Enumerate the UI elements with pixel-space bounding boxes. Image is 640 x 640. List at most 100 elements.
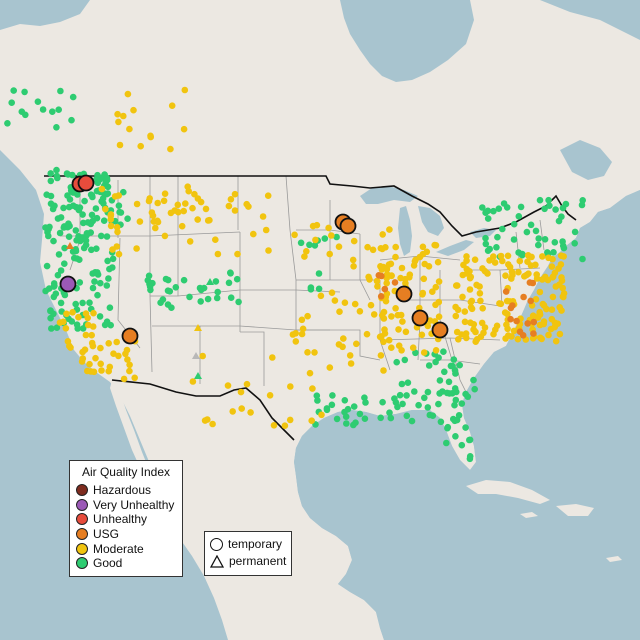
moderate-marker (399, 318, 406, 325)
usg-marker (381, 285, 389, 293)
moderate-marker (497, 252, 505, 260)
moderate-marker (306, 369, 314, 377)
moderate-marker (380, 367, 387, 374)
legend-item-permanent: permanent (205, 553, 291, 569)
moderate-marker (107, 222, 115, 230)
moderate-marker (419, 289, 427, 297)
moderate-marker (386, 226, 393, 233)
good-marker (436, 377, 444, 384)
good-marker (68, 116, 75, 124)
highlight-marker (77, 174, 95, 192)
moderate-marker (124, 356, 131, 363)
good-marker (315, 285, 323, 293)
good-marker (73, 255, 81, 262)
good-marker (466, 436, 474, 444)
moderate-marker (425, 263, 433, 270)
moderate-marker (402, 328, 410, 336)
moderate-marker (398, 347, 405, 354)
usg-marker (377, 293, 385, 300)
good-marker (235, 298, 242, 306)
highlight-marker (59, 275, 77, 293)
moderate-marker (214, 250, 222, 258)
station-markers (4, 86, 586, 463)
good-marker (54, 215, 62, 222)
moderate-marker (505, 332, 512, 339)
moderate-marker (259, 213, 267, 220)
good-marker (91, 278, 98, 285)
good-marker (204, 295, 212, 303)
good-marker (48, 325, 55, 332)
good-marker (352, 419, 359, 427)
moderate-marker (126, 361, 133, 369)
good-marker (186, 293, 193, 301)
moderate-marker (378, 266, 386, 273)
good-marker (81, 197, 88, 205)
moderate-marker (304, 312, 311, 320)
moderate-marker (350, 237, 358, 245)
good-marker (452, 433, 459, 440)
good-marker (424, 388, 432, 396)
good-marker (450, 356, 458, 363)
highlight-marker (395, 285, 413, 303)
good-marker (76, 237, 84, 245)
moderate-marker (558, 274, 565, 281)
moderate-marker (476, 290, 484, 297)
moderate-marker (89, 323, 97, 330)
moderate-marker (502, 272, 509, 280)
usg-marker (526, 279, 534, 286)
good-marker (362, 399, 369, 406)
usg-marker (519, 332, 527, 339)
good-marker (503, 204, 511, 211)
moderate-marker (429, 288, 436, 296)
good-marker (117, 209, 125, 216)
good-marker (84, 219, 92, 226)
moderate-marker (388, 313, 395, 320)
moderate-marker (503, 321, 510, 329)
good-marker (65, 220, 72, 227)
moderate-marker (388, 344, 395, 352)
good-marker (76, 279, 84, 286)
good-marker (21, 88, 28, 96)
good-marker (57, 87, 64, 95)
moderate-marker (432, 283, 440, 291)
good-marker (88, 246, 95, 254)
good-marker (213, 294, 221, 302)
lake-michigan (398, 206, 412, 256)
good-marker (109, 255, 117, 263)
legend-item-good: Good (70, 556, 182, 571)
good-marker (408, 417, 416, 425)
moderate-marker (180, 125, 188, 133)
good-marker (532, 227, 540, 235)
moderate-marker (227, 196, 235, 203)
moderate-marker (286, 416, 294, 424)
good-marker (403, 392, 410, 399)
moderate-marker (335, 341, 343, 348)
moderate-marker (174, 201, 182, 209)
moderate-marker (264, 192, 272, 199)
permanent-marker (66, 242, 74, 249)
hispaniola (556, 504, 594, 516)
good-swatch-icon (76, 557, 88, 570)
moderate-marker (102, 205, 109, 213)
good-marker (343, 420, 350, 427)
moderate-marker (529, 335, 537, 342)
moderate-marker (133, 200, 141, 208)
moderate-marker (560, 253, 567, 260)
good-marker (50, 310, 57, 318)
usg-marker (391, 279, 399, 286)
good-marker (164, 287, 172, 295)
moderate-marker (463, 334, 470, 342)
highlight-marker (431, 321, 449, 339)
moderate-marker (349, 256, 357, 264)
moderate-marker (356, 308, 364, 315)
moderate-marker (194, 216, 201, 223)
moderate-marker (304, 349, 311, 356)
moderate-marker (131, 374, 138, 382)
moderate-marker (109, 246, 116, 253)
good-marker (386, 409, 393, 417)
good-marker (212, 278, 220, 285)
moderate-marker (328, 289, 336, 297)
permanent-marker (194, 372, 202, 379)
good-marker (53, 324, 61, 332)
moderate-marker (82, 331, 90, 339)
